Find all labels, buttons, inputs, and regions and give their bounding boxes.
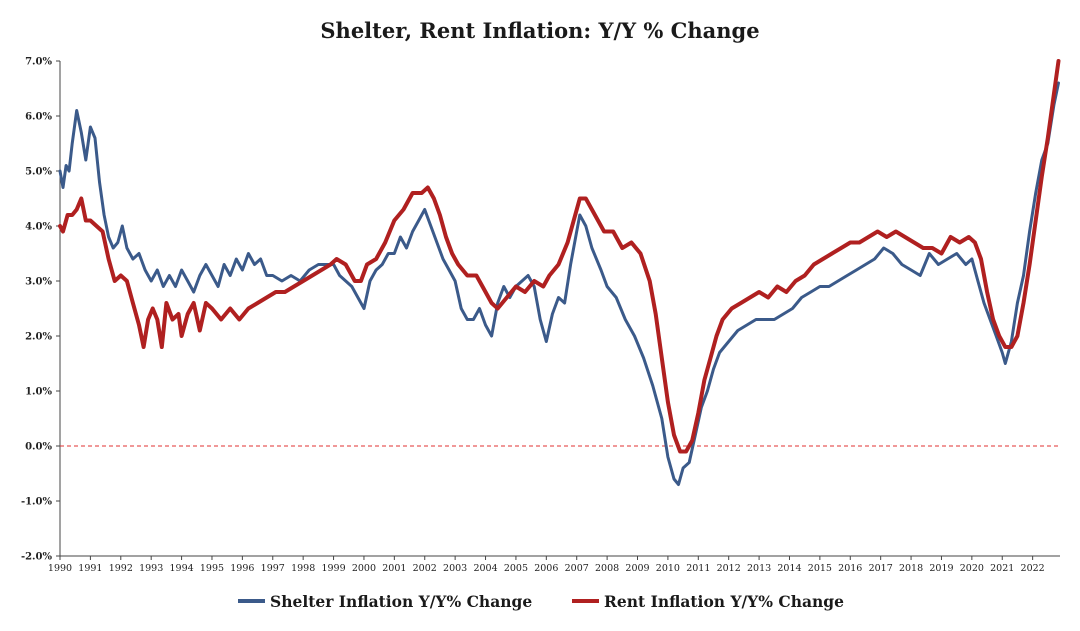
x-tick-label: 2011 xyxy=(686,563,710,574)
x-tick-label: 1990 xyxy=(48,563,72,574)
x-tick-label: 2014 xyxy=(777,563,801,574)
x-tick-label: 2010 xyxy=(656,563,680,574)
x-tick-label: 1996 xyxy=(230,563,254,574)
x-tick-label: 1993 xyxy=(139,563,163,574)
x-tick-label: 2018 xyxy=(899,563,923,574)
y-tick-label: 3.0% xyxy=(25,277,52,288)
y-tick-label: 4.0% xyxy=(25,222,52,233)
plot-series xyxy=(58,59,1061,486)
y-tick-label: -1.0% xyxy=(21,497,53,508)
y-tick-label: 7.0% xyxy=(25,57,52,68)
y-tick-label: 2.0% xyxy=(25,332,52,343)
x-tick-label: 2008 xyxy=(595,563,619,574)
y-tick-label: 5.0% xyxy=(25,167,52,178)
rent-inflation-line xyxy=(58,59,1061,454)
x-tick-label: 1995 xyxy=(200,563,224,574)
x-tick-label: 2004 xyxy=(473,563,497,574)
x-tick-label: 2007 xyxy=(565,563,589,574)
x-tick-label: 2005 xyxy=(504,563,528,574)
x-tick-label: 2013 xyxy=(747,563,771,574)
x-tick-label: 1997 xyxy=(261,563,285,574)
y-tick-label: 0.0% xyxy=(25,442,52,453)
x-tick-label: 1991 xyxy=(78,563,102,574)
x-tick-label: 2020 xyxy=(960,563,984,574)
y-tick-label: -2.0% xyxy=(21,552,53,563)
legend: Shelter Inflation Y/Y% Change Rent Infla… xyxy=(238,592,844,611)
x-axis: 1990 1991 1992 1993 1994 1995 1996 1997 1998 1999… xyxy=(48,556,1045,574)
y-axis: 7.0% 6.0% 5.0% 4.0% 3.0% 2.0% 1.0% 0.0% -1.0% -2.… xyxy=(21,57,60,563)
x-tick-label: 2012 xyxy=(717,563,741,574)
x-tick-label: 2003 xyxy=(443,563,467,574)
x-tick-label: 2006 xyxy=(534,563,558,574)
x-tick-label: 1992 xyxy=(109,563,133,574)
x-tick-label: 1999 xyxy=(321,563,345,574)
x-tick-label: 1998 xyxy=(291,563,315,574)
x-tick-label: 2015 xyxy=(808,563,832,574)
y-tick-label: 6.0% xyxy=(25,112,52,123)
x-tick-label: 2009 xyxy=(625,563,649,574)
x-tick-label: 2019 xyxy=(929,563,953,574)
x-tick-label: 2021 xyxy=(990,563,1014,574)
x-tick-label: 2002 xyxy=(413,563,437,574)
x-tick-label: 2000 xyxy=(352,563,376,574)
shelter-inflation-line xyxy=(58,81,1060,486)
legend-label-shelter: Shelter Inflation Y/Y% Change xyxy=(270,592,532,611)
legend-label-rent: Rent Inflation Y/Y% Change xyxy=(604,592,844,611)
y-tick-label: 1.0% xyxy=(25,387,52,398)
chart-title: Shelter, Rent Inflation: Y/Y % Change xyxy=(320,18,759,43)
x-tick-label: 2017 xyxy=(869,563,893,574)
x-tick-label: 2016 xyxy=(838,563,862,574)
x-tick-label: 2022 xyxy=(1021,563,1045,574)
x-tick-label: 1994 xyxy=(169,563,193,574)
x-tick-label: 2001 xyxy=(382,563,406,574)
